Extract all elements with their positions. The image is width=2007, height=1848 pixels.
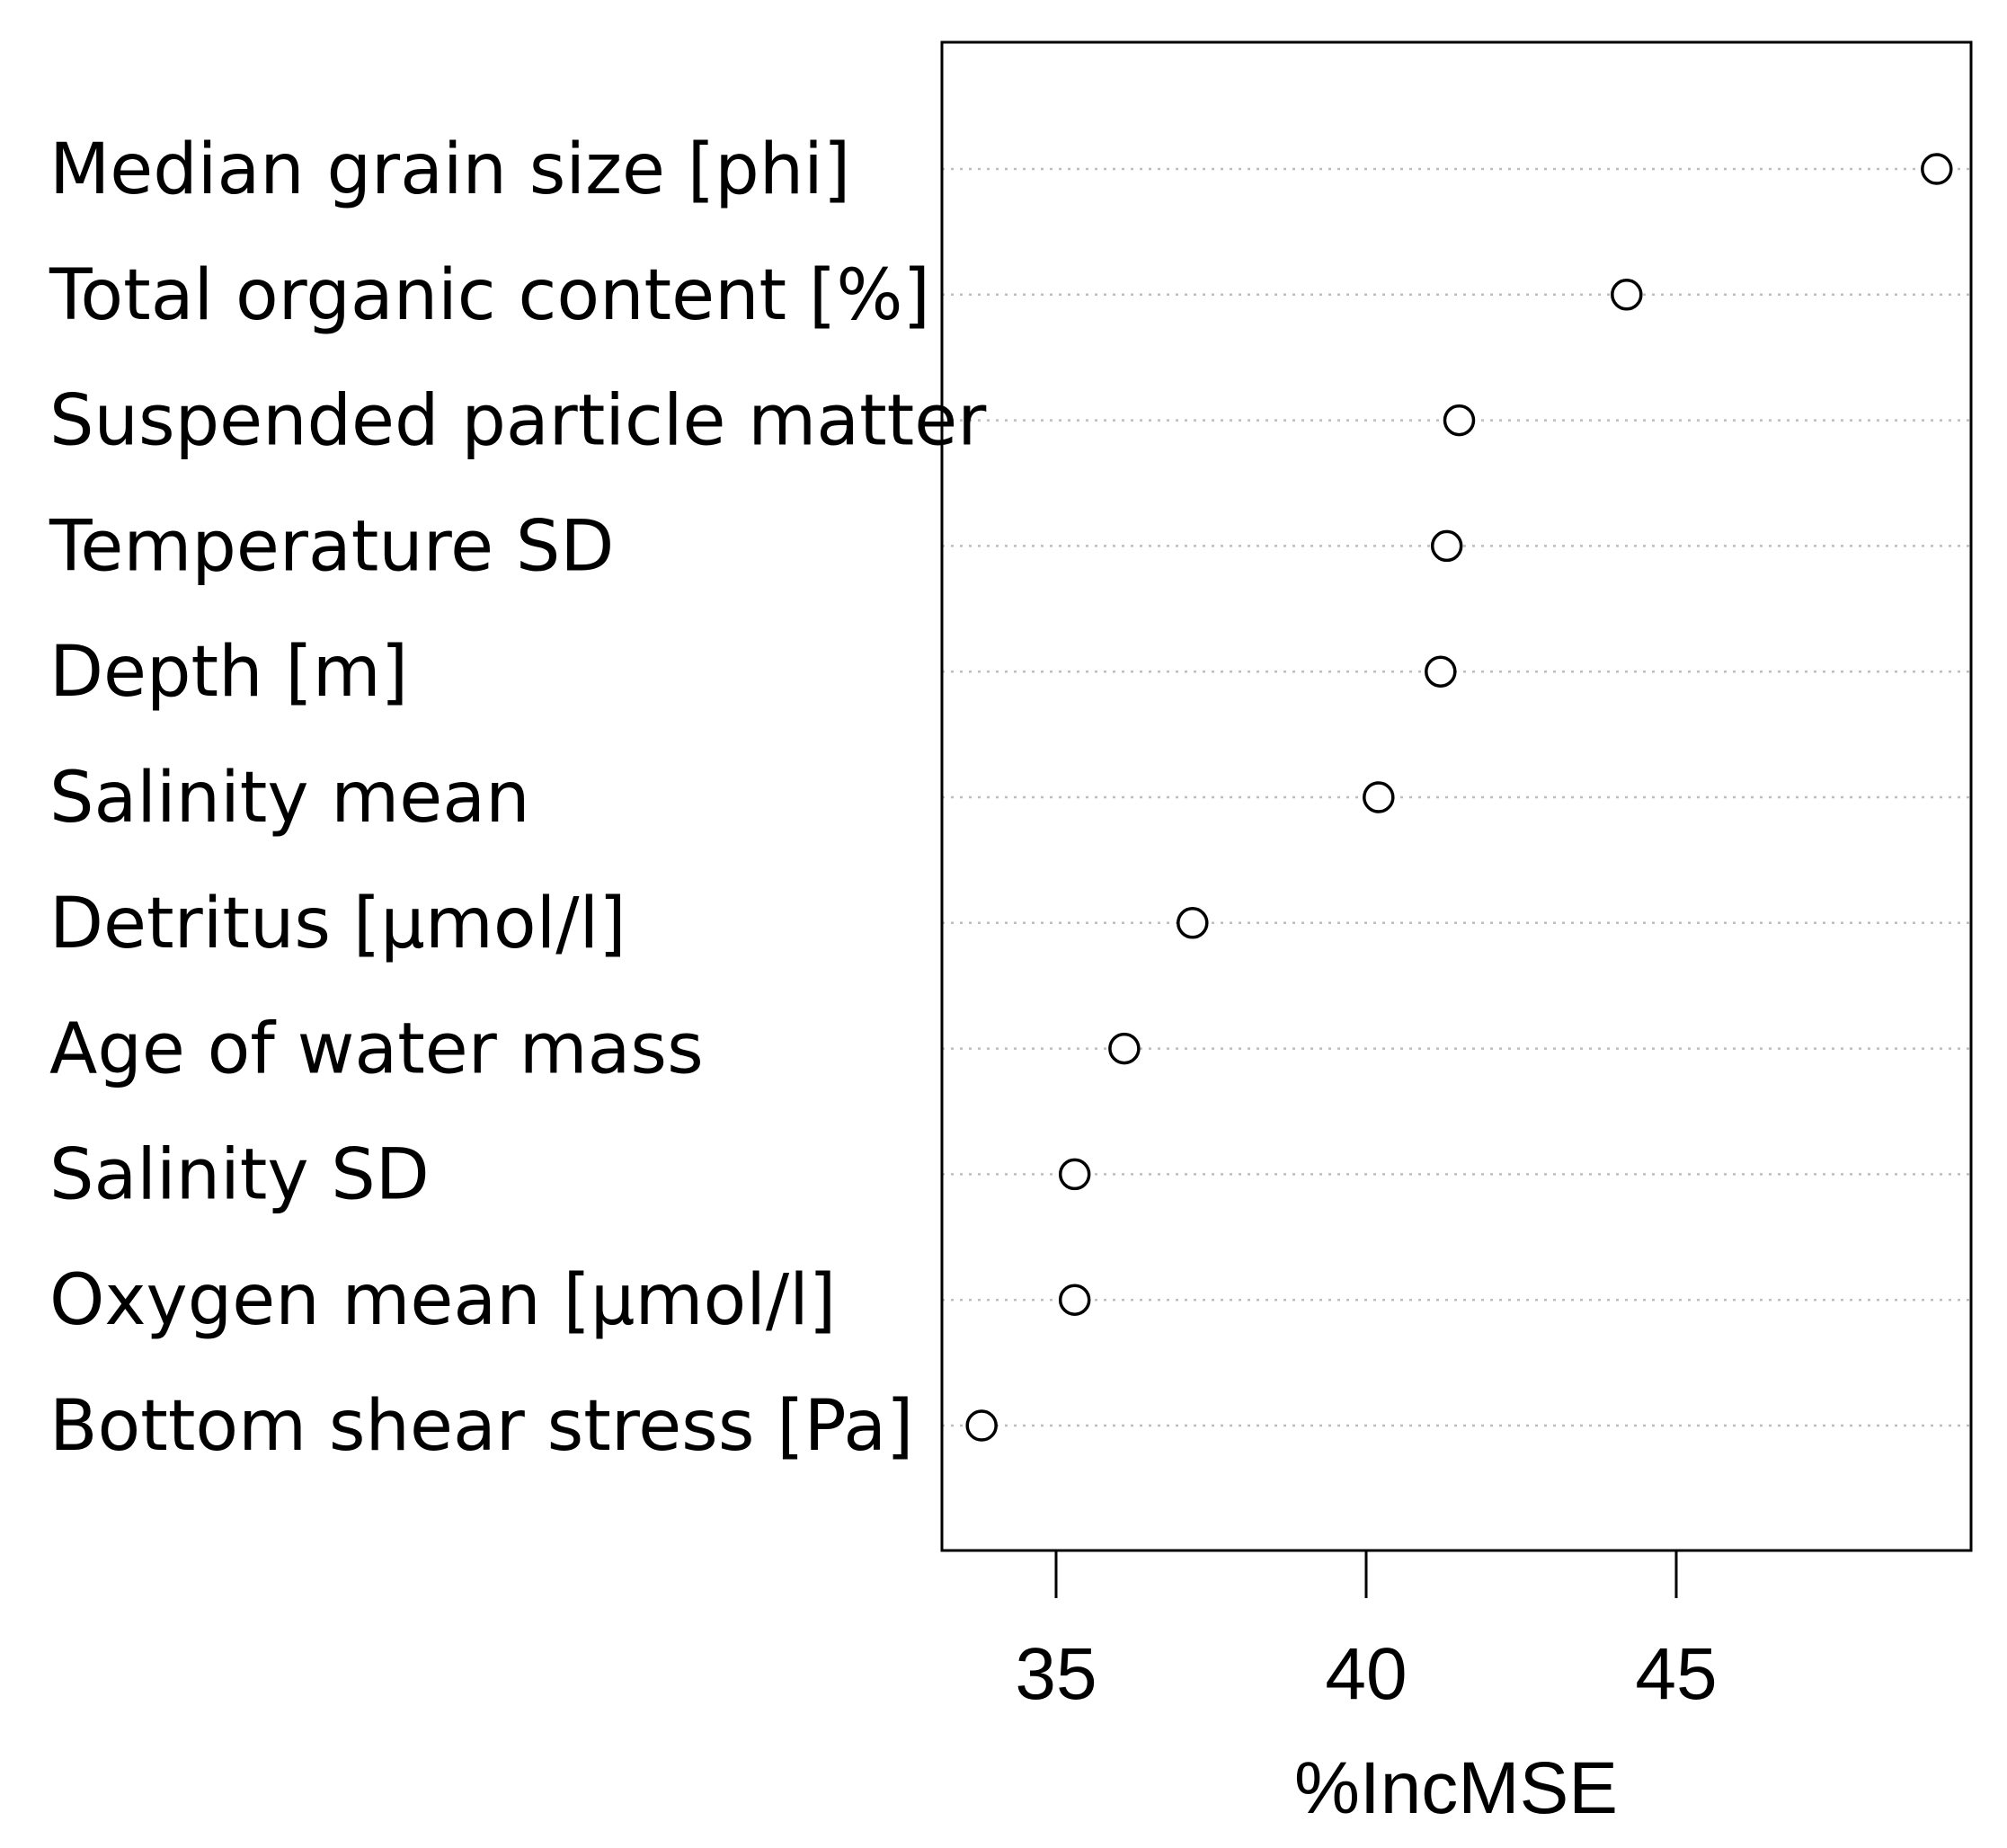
x-tick-label: 40 — [1325, 1633, 1407, 1715]
data-point — [1058, 1158, 1091, 1191]
data-point — [1058, 1284, 1091, 1316]
data-point — [965, 1409, 998, 1442]
category-label: Detritus [µmol/l] — [49, 884, 626, 964]
grid-lines — [942, 167, 1971, 1427]
data-point — [1108, 1032, 1141, 1065]
category-label: Depth [m] — [49, 632, 408, 713]
x-axis-ticks: 35 40 45 — [1015, 1550, 1718, 1715]
data-point — [1611, 279, 1643, 311]
category-label: Age of water mass — [49, 1009, 704, 1090]
data-point — [1363, 781, 1395, 813]
category-label: Total organic content [%] — [49, 255, 930, 336]
category-label: Suspended particle matter — [49, 381, 987, 462]
x-tick-label: 45 — [1635, 1633, 1717, 1715]
data-point — [1443, 404, 1476, 437]
data-point — [1430, 529, 1463, 563]
category-label: Salinity SD — [49, 1134, 430, 1215]
category-label: Oxygen mean [µmol/l] — [49, 1260, 836, 1341]
data-point — [1425, 655, 1457, 688]
category-label: Median grain size [phi] — [49, 129, 850, 210]
data-point — [1921, 153, 1953, 185]
category-label: Bottom shear stress [Pa] — [49, 1386, 913, 1467]
data-points — [965, 153, 1953, 1442]
category-label: Temperature SD — [49, 506, 614, 587]
x-tick-label: 35 — [1015, 1633, 1097, 1715]
category-label: Salinity mean — [49, 758, 530, 839]
category-labels: Median grain size [phi] Total organic con… — [49, 129, 987, 1467]
data-point — [1177, 907, 1209, 939]
x-axis-label: %IncMSE — [1294, 1747, 1618, 1829]
